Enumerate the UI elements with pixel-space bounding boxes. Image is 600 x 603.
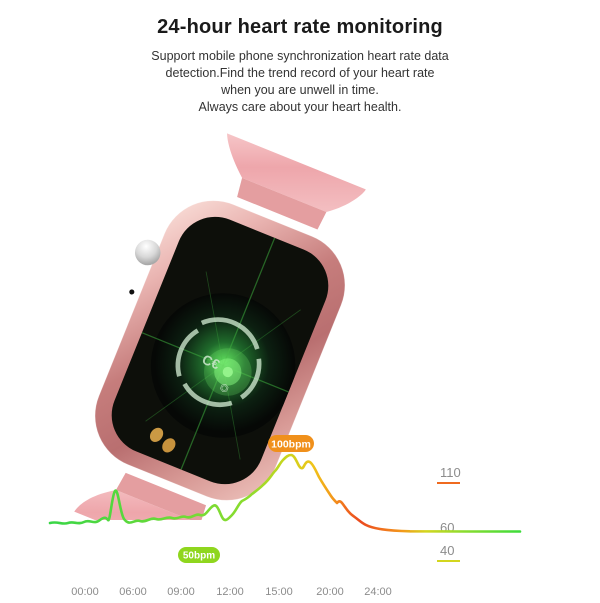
svg-text:110: 110 <box>440 465 461 480</box>
svg-text:00:00: 00:00 <box>71 586 99 598</box>
svg-text:15:00: 15:00 <box>265 586 293 598</box>
svg-text:06:00: 06:00 <box>119 586 147 598</box>
svg-text:50bpm: 50bpm <box>183 551 215 562</box>
svg-text:24:00: 24:00 <box>364 586 392 598</box>
svg-text:20:00: 20:00 <box>316 586 344 598</box>
svg-text:100bpm: 100bpm <box>271 439 311 451</box>
svg-text:09:00: 09:00 <box>167 586 195 598</box>
svg-text:60: 60 <box>440 520 454 535</box>
svg-text:12:00: 12:00 <box>216 586 244 598</box>
svg-text:40: 40 <box>440 543 454 558</box>
